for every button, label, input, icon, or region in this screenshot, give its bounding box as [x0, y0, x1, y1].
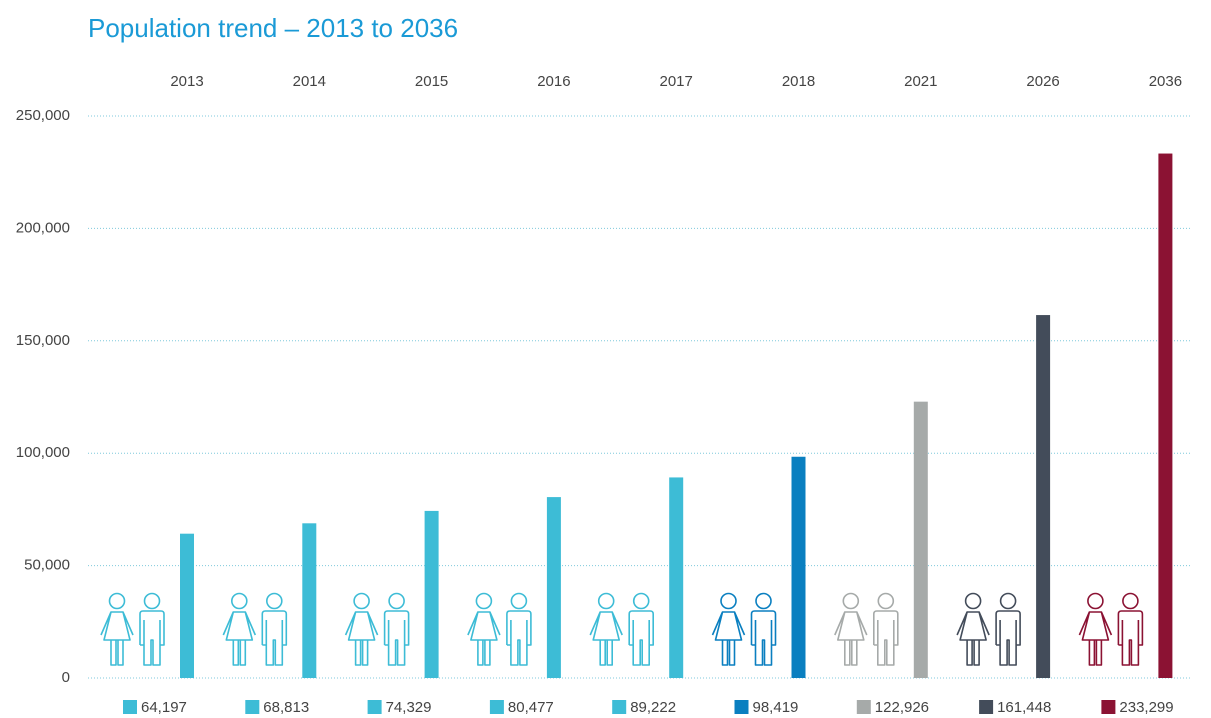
value-label: 161,448 — [997, 699, 1051, 716]
legend-swatch — [1101, 700, 1116, 714]
bar — [791, 456, 806, 678]
person-icon — [344, 592, 410, 666]
value-label: 122,926 — [875, 699, 929, 716]
chart-title: Population trend – 2013 to 2036 — [88, 13, 458, 43]
legend-swatch — [123, 700, 137, 714]
bar — [1036, 315, 1051, 678]
value-label: 64,197 — [141, 699, 187, 716]
legend-swatch — [612, 700, 627, 714]
legend-swatch — [245, 700, 260, 714]
y-tick-label: 150,000 — [16, 332, 70, 349]
legend-swatch — [734, 700, 749, 714]
value-label: 233,299 — [1119, 699, 1173, 716]
x-tick-label: 2015 — [415, 73, 448, 90]
person-icon — [467, 592, 532, 666]
bar — [546, 497, 561, 678]
bar — [913, 401, 928, 678]
x-tick-label: 2016 — [537, 73, 570, 90]
value-label: 89,222 — [630, 699, 676, 716]
value-label: 98,419 — [753, 699, 799, 716]
x-tick-label: 2017 — [660, 73, 693, 90]
bar — [302, 523, 317, 678]
person-icon — [589, 592, 654, 666]
value-label: 68,813 — [263, 699, 309, 716]
y-tick-label: 0 — [62, 669, 70, 686]
legend-swatch — [979, 700, 994, 714]
y-tick-label: 100,000 — [16, 444, 70, 461]
x-tick-label: 2026 — [1026, 73, 1059, 90]
person-icon — [100, 592, 165, 666]
x-tick-label: 2018 — [782, 73, 815, 90]
x-tick-label: 2014 — [293, 73, 326, 90]
person-icon — [711, 592, 777, 666]
y-tick-label: 250,000 — [16, 107, 70, 124]
bar — [1158, 153, 1173, 679]
legend-swatch — [367, 700, 382, 714]
bar — [424, 510, 439, 678]
person-icon — [834, 592, 899, 666]
person-icon — [222, 592, 288, 666]
bar — [180, 533, 194, 678]
legend-swatch — [489, 700, 504, 714]
bar — [669, 477, 684, 678]
y-tick-label: 200,000 — [16, 219, 70, 236]
legend-swatch — [856, 700, 871, 714]
x-tick-label: 2013 — [170, 73, 203, 90]
value-label: 74,329 — [386, 699, 432, 716]
x-tick-label: 2021 — [904, 73, 937, 90]
person-icon — [1078, 592, 1144, 666]
value-label: 80,477 — [508, 699, 554, 716]
y-tick-label: 50,000 — [24, 557, 70, 574]
x-tick-label: 2036 — [1149, 73, 1182, 90]
person-icon — [956, 592, 1021, 666]
